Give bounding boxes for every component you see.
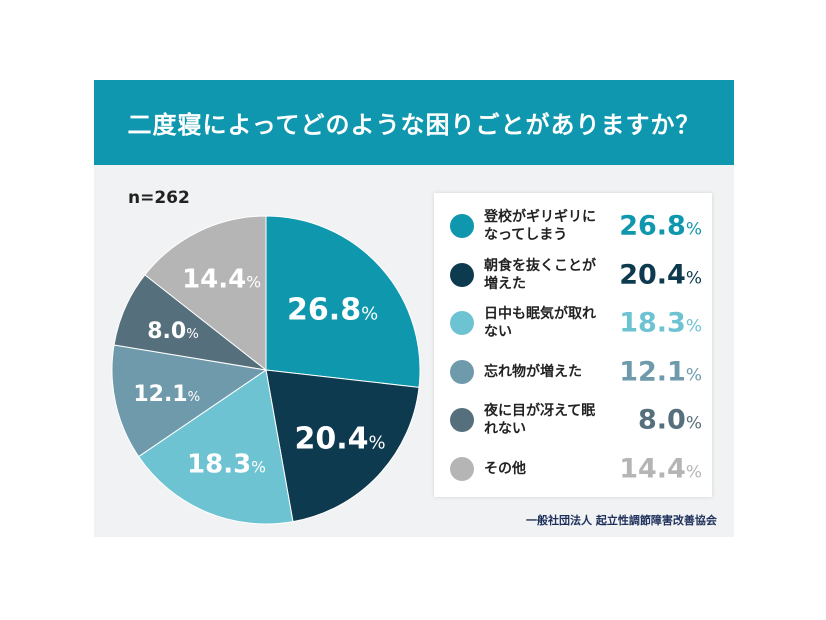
legend-swatch [450, 214, 474, 238]
legend-value: 12.1% [619, 356, 702, 387]
legend-item: その他 14.4% [434, 446, 712, 492]
pie-slice [111, 344, 268, 458]
legend-value: 20.4% [619, 259, 702, 290]
pie-slice [265, 369, 420, 523]
legend-label: 登校がギリギリになってしまう [484, 209, 596, 243]
legend-label: 忘れ物が増えた [484, 363, 582, 380]
legend-label: 朝食を抜くことが増えた [484, 257, 596, 292]
infographic-card: 二度寝によってどのような困りごとがありますか？ n=262 26.8% 20.4%… [94, 80, 734, 537]
legend-item: 登校がギリギリになってしまう 26.8% [434, 203, 712, 249]
pie-slice [265, 215, 421, 388]
legend-swatch [450, 262, 474, 287]
legend-label: その他 [484, 460, 526, 477]
pie-chart: 26.8%20.4%18.3%12.1%8.0%14.4% [111, 215, 421, 525]
legend-swatch [450, 311, 474, 335]
legend-item: 朝食を抜くことが増えた 20.4% [434, 252, 712, 298]
legend-value: 8.0% [638, 404, 702, 436]
sample-size: n=262 [128, 188, 190, 208]
legend-value: 26.8% [619, 210, 702, 242]
legend-item: 忘れ物が増えた 12.1% [434, 349, 712, 395]
legend-value: 18.3% [619, 307, 702, 339]
legend-swatch [450, 408, 474, 432]
data-label: 8.0% [147, 319, 199, 344]
legend-item: 日中も眠気が取れない 18.3% [434, 300, 712, 346]
chart-title: 二度寝によってどのような困りごとがありますか？ [94, 80, 734, 165]
legend-swatch [450, 456, 474, 481]
organization-credit: 一般社団法人 起立性調節障害改善協会 [526, 514, 717, 527]
legend: 登校がギリギリになってしまう 26.8% 朝食を抜くことが増えた 20.4% 日中も眠気… [434, 193, 712, 497]
legend-swatch [450, 359, 474, 384]
pie-slice [137, 369, 294, 525]
legend-label: 夜に目が冴えて眠れない [484, 403, 596, 437]
legend-item: 夜に目が冴えて眠れない 8.0% [434, 397, 712, 443]
pie-slice [144, 215, 267, 372]
legend-label: 日中も眠気が取れない [484, 306, 596, 340]
legend-value: 14.4% [619, 453, 702, 484]
